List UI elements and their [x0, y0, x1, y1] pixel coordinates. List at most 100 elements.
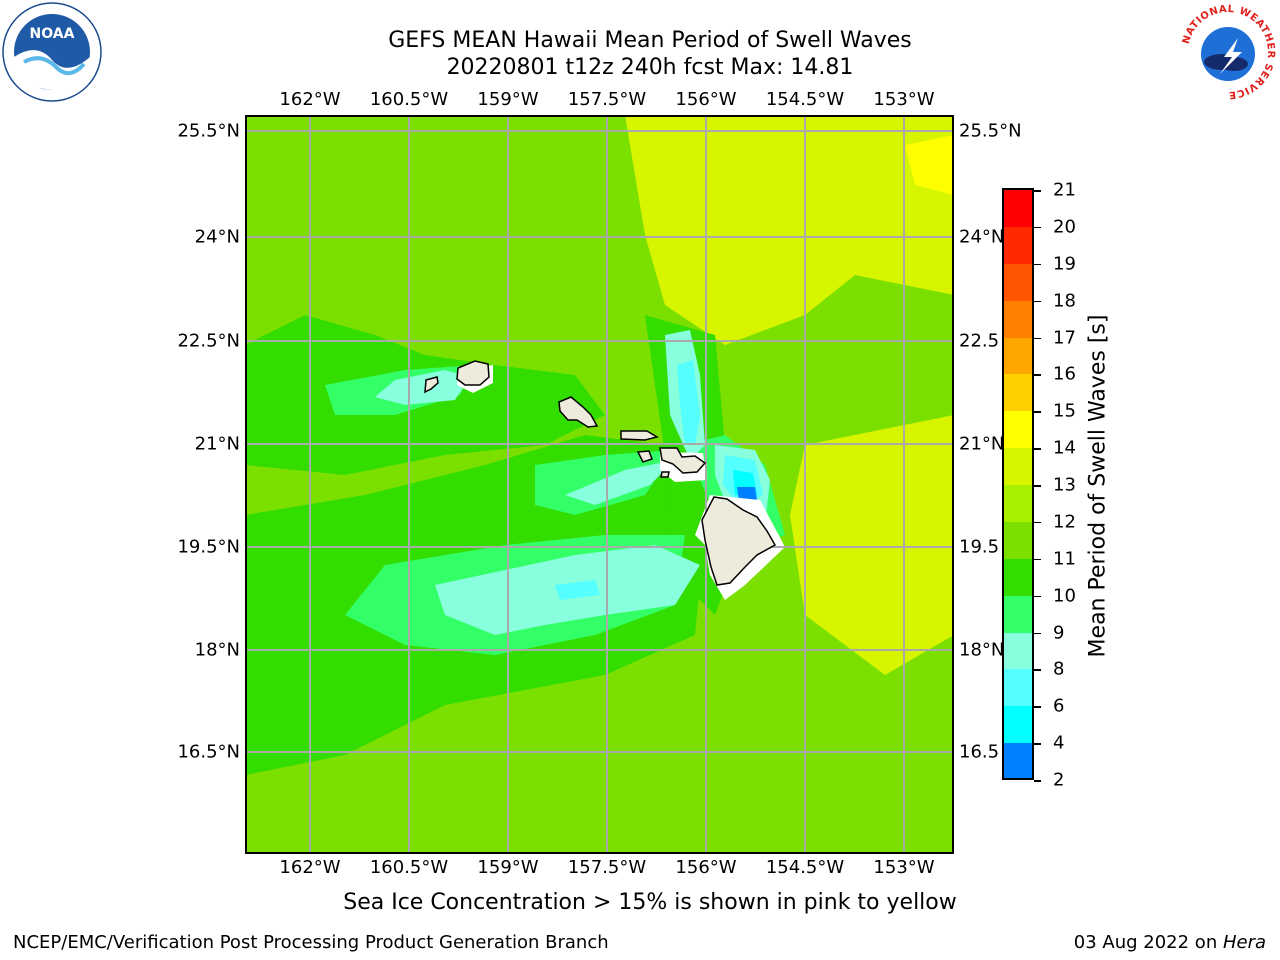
footer-credit: NCEP/EMC/Verification Post Processing Pr…	[13, 932, 609, 953]
period-field	[245, 115, 954, 854]
colorbar-tick-label: 12	[1053, 511, 1076, 533]
field-zone-10s-oahu	[375, 370, 470, 405]
footer-date: 03 Aug 2022 on Hera	[1074, 932, 1266, 953]
lat-label-left-21n: 21°N	[194, 433, 240, 455]
lon-label-bottom-162w: 162°W	[279, 857, 341, 878]
colorbar-tick-mark	[1034, 485, 1041, 487]
colorbar-segment	[1004, 669, 1032, 707]
colorbar-tick-mark	[1034, 374, 1041, 376]
colorbar-segment	[1004, 226, 1032, 265]
nws-logo: NATIONAL WEATHER SERVICE	[1179, 3, 1277, 101]
colorbar-segment	[1004, 374, 1032, 412]
lon-label-bottom-153w: 153°W	[873, 857, 935, 878]
lon-label-bottom-156w: 156°W	[675, 857, 737, 878]
colorbar-tick-label: 6	[1053, 695, 1065, 717]
colorbar-title: Mean Period of Swell Waves [s]	[1085, 314, 1111, 658]
island-molokai	[620, 430, 659, 441]
map-frame	[245, 115, 954, 854]
colorbar-tick-label: 19	[1053, 253, 1076, 275]
colorbar-segment	[1004, 190, 1032, 228]
colorbar-tick-label: 11	[1053, 548, 1076, 570]
lat-label-right-18n: 18°N	[959, 639, 1005, 661]
lon-label-top-160-5w: 160.5°W	[369, 89, 449, 110]
colorbar-tick-mark	[1034, 411, 1041, 413]
colorbar-tick-label: 2	[1053, 769, 1065, 791]
lon-label-top-162w: 162°W	[279, 89, 341, 110]
lon-label-top-157-5w: 157.5°W	[567, 89, 647, 110]
lon-label-top-154-5w: 154.5°W	[765, 89, 845, 110]
colorbar-tick-mark	[1034, 669, 1041, 671]
island-hawaii	[701, 496, 777, 586]
lat-label-right-24n: 24°N	[959, 226, 1005, 248]
noaa-logo-text: NOAA	[30, 26, 75, 42]
lon-label-top-153w: 153°W	[873, 89, 935, 110]
colorbar-tick-label: 4	[1053, 732, 1065, 754]
colorbar-tick-label: 13	[1053, 474, 1076, 496]
field-zone-9s-north	[677, 360, 700, 445]
lat-label-right-22-5n: 22.5	[959, 330, 1000, 352]
colorbar-tick-label: 20	[1053, 216, 1076, 238]
colorbar-segment	[1004, 448, 1032, 486]
hawaiian-islands	[424, 360, 777, 586]
colorbar-tick-mark	[1034, 448, 1041, 450]
field-zone-16s	[905, 135, 954, 195]
lat-label-left-16-5n: 16.5°N	[177, 741, 240, 763]
colorbar-segment	[1004, 521, 1032, 560]
colorbar-segment	[1004, 485, 1032, 523]
colorbar-tick-mark	[1034, 226, 1041, 229]
island-maui	[659, 447, 707, 474]
island-lanai	[636, 450, 653, 463]
colorbar-tick-mark	[1034, 780, 1041, 782]
colorbar	[1002, 188, 1034, 780]
colorbar-tick-mark	[1034, 300, 1041, 303]
footer-machine: Hera	[1222, 932, 1266, 953]
map-svg	[245, 115, 954, 854]
colorbar-segment	[1004, 743, 1032, 778]
colorbar-segment	[1004, 337, 1032, 375]
lat-label-right-21n: 21°N	[959, 433, 1005, 455]
sea-ice-note: Sea Ice Concentration > 15% is shown in …	[343, 890, 957, 915]
noaa-logo: NOAA	[2, 2, 102, 102]
colorbar-tick-mark	[1034, 190, 1041, 192]
colorbar-tick-mark	[1034, 743, 1041, 745]
colorbar-tick-mark	[1034, 558, 1041, 561]
lon-label-bottom-159w: 159°W	[477, 857, 539, 878]
lon-label-top-159w: 159°W	[477, 89, 539, 110]
colorbar-segment	[1004, 300, 1032, 339]
island-kahoolawe	[660, 471, 670, 478]
field-zone-6s	[737, 487, 757, 501]
swell-period-map	[245, 115, 954, 854]
graticule	[245, 115, 954, 854]
colorbar-tick-label: 15	[1053, 400, 1076, 422]
island-oahu	[558, 396, 599, 428]
colorbar-tick-mark	[1034, 337, 1041, 339]
map-title: GEFS MEAN Hawaii Mean Period of Swell Wa…	[388, 28, 912, 53]
field-zone-10s-maui-channel	[565, 460, 675, 505]
lon-label-bottom-154-5w: 154.5°W	[765, 857, 845, 878]
lat-label-left-22-5n: 22.5°N	[177, 330, 240, 352]
colorbar-tick-label: 16	[1053, 363, 1076, 385]
colorbar-tick-label: 18	[1053, 290, 1076, 312]
colorbar-tick-label: 14	[1053, 437, 1076, 459]
colorbar-tick-mark	[1034, 263, 1041, 266]
colorbar-tick-mark	[1034, 595, 1041, 598]
lat-label-right-25-5n: 25.5°N	[959, 120, 1022, 142]
colorbar-tick-mark	[1034, 632, 1041, 634]
colorbar-tick-label: 9	[1053, 622, 1065, 643]
colorbar-segment	[1004, 706, 1032, 744]
footer-date-text: 03 Aug 2022 on	[1073, 932, 1223, 953]
colorbar-tick-label: 8	[1053, 658, 1065, 680]
colorbar-segment	[1004, 411, 1032, 449]
lon-label-bottom-157-5w: 157.5°W	[567, 857, 647, 878]
island-niihau	[424, 376, 439, 394]
colorbar-tick-label: 21	[1053, 179, 1076, 201]
colorbar-segment	[1004, 632, 1032, 670]
colorbar-tick-mark	[1034, 706, 1041, 708]
colorbar-segment	[1004, 595, 1032, 634]
island-kauai	[456, 360, 490, 386]
lat-label-left-25-5n: 25.5°N	[177, 120, 240, 142]
lat-label-right-16-5n: 16.5	[959, 741, 1000, 763]
map-subtitle: 20220801 t12z 240h fcst Max: 14.81	[446, 55, 854, 80]
lat-label-left-24n: 24°N	[194, 226, 240, 248]
lat-label-left-18n: 18°N	[194, 639, 240, 661]
